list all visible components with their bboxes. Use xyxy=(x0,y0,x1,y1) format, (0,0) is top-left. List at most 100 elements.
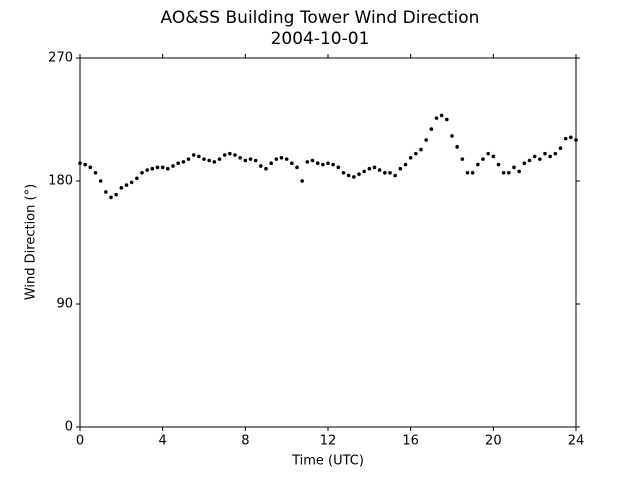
point xyxy=(470,171,475,175)
point xyxy=(145,168,149,172)
point xyxy=(300,179,304,183)
point xyxy=(150,166,155,171)
plot-frame xyxy=(79,57,577,428)
point xyxy=(114,192,118,197)
point xyxy=(233,153,237,157)
point xyxy=(367,166,372,171)
point xyxy=(429,127,434,131)
point xyxy=(517,169,521,174)
point xyxy=(476,162,480,167)
point xyxy=(486,151,490,156)
point xyxy=(377,168,382,172)
point xyxy=(78,161,82,166)
point xyxy=(341,171,346,175)
point xyxy=(243,158,248,163)
point xyxy=(207,158,211,163)
point xyxy=(290,161,294,166)
point xyxy=(135,176,139,181)
x-tick-label: 20 xyxy=(485,434,502,449)
point xyxy=(460,157,465,161)
point xyxy=(346,173,351,178)
point xyxy=(284,157,289,161)
point xyxy=(408,155,413,160)
point xyxy=(217,157,222,161)
point xyxy=(197,154,201,159)
point xyxy=(104,190,108,194)
y-tick-label: 90 xyxy=(56,297,73,312)
point xyxy=(109,195,113,200)
point xyxy=(532,154,537,159)
point xyxy=(548,154,552,159)
point xyxy=(331,162,335,167)
x-tick-label: 24 xyxy=(568,434,585,449)
point xyxy=(93,171,98,175)
point xyxy=(155,165,160,170)
point xyxy=(496,162,501,167)
point xyxy=(171,164,175,168)
x-tick-label: 8 xyxy=(241,434,249,449)
point xyxy=(522,161,527,166)
point xyxy=(305,160,310,164)
point xyxy=(202,157,206,161)
point xyxy=(372,165,377,170)
point xyxy=(248,157,253,161)
point xyxy=(569,135,573,140)
point xyxy=(563,136,568,141)
point xyxy=(538,157,542,161)
x-axis-label: Time (UTC) xyxy=(291,454,364,469)
point xyxy=(558,146,563,150)
point xyxy=(403,162,408,167)
point xyxy=(253,158,258,163)
point xyxy=(388,171,392,175)
point xyxy=(166,166,170,171)
x-tick-label: 16 xyxy=(402,434,419,449)
point xyxy=(393,173,397,178)
point xyxy=(491,154,496,159)
point xyxy=(357,172,361,176)
point xyxy=(129,180,134,185)
point xyxy=(398,166,403,171)
point xyxy=(228,151,232,156)
point xyxy=(553,151,558,156)
point xyxy=(191,153,196,157)
point xyxy=(527,158,532,163)
point xyxy=(336,165,341,170)
point xyxy=(279,155,284,160)
x-tick-label: 0 xyxy=(76,434,84,449)
point xyxy=(507,171,511,175)
y-tick-label: 180 xyxy=(48,174,73,189)
point xyxy=(450,134,454,138)
point xyxy=(481,157,485,161)
chart-title: AO&SS Building Tower Wind Direction xyxy=(161,8,480,28)
point xyxy=(414,151,418,156)
point xyxy=(119,186,124,190)
point xyxy=(315,161,320,166)
point xyxy=(98,179,103,183)
x-tick-label: 4 xyxy=(159,434,167,449)
point xyxy=(501,171,506,175)
y-axis-label: Wind Direction (°) xyxy=(24,184,39,300)
point xyxy=(326,161,330,166)
point xyxy=(176,161,180,166)
point xyxy=(512,165,516,170)
point xyxy=(543,151,547,156)
point xyxy=(274,157,279,161)
point xyxy=(455,145,459,149)
point xyxy=(445,117,449,122)
point xyxy=(88,165,93,170)
point xyxy=(269,161,273,166)
point xyxy=(434,116,439,120)
point xyxy=(310,158,315,163)
point xyxy=(83,162,87,167)
point xyxy=(259,164,263,168)
point xyxy=(140,171,144,175)
chart-subtitle: 2004-10-01 xyxy=(271,29,370,49)
point xyxy=(424,138,428,142)
point xyxy=(186,157,191,161)
point xyxy=(295,165,299,170)
point xyxy=(160,165,165,170)
point xyxy=(352,175,356,179)
point xyxy=(222,153,227,157)
point xyxy=(574,138,578,142)
